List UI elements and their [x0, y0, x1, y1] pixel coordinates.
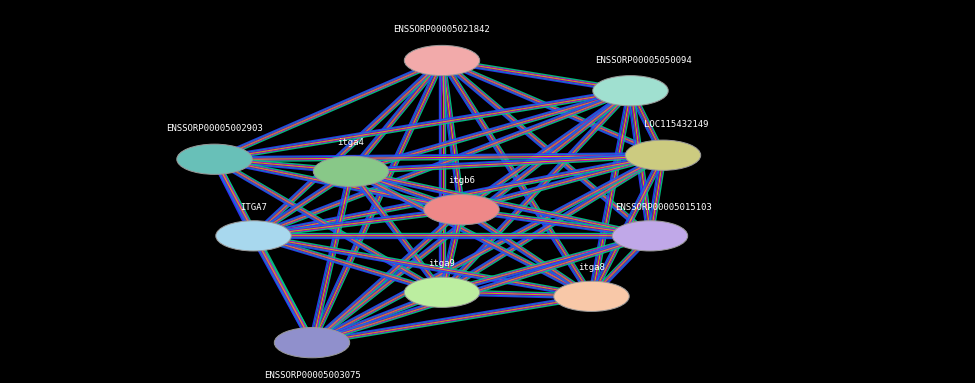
Ellipse shape — [405, 45, 480, 75]
Text: LOC115432149: LOC115432149 — [644, 120, 708, 129]
Ellipse shape — [625, 140, 701, 170]
Text: ENSSORP00005050094: ENSSORP00005050094 — [595, 56, 692, 64]
Text: ENSSORP00005015103: ENSSORP00005015103 — [614, 203, 712, 212]
Ellipse shape — [612, 221, 687, 251]
Ellipse shape — [424, 195, 499, 225]
Ellipse shape — [593, 75, 668, 106]
Ellipse shape — [405, 277, 480, 308]
Text: itgb6: itgb6 — [448, 177, 475, 185]
Text: ITGA7: ITGA7 — [240, 203, 267, 212]
Text: ENSSORP00005021842: ENSSORP00005021842 — [394, 25, 490, 34]
Text: itga8: itga8 — [578, 263, 604, 272]
Ellipse shape — [274, 327, 350, 358]
Ellipse shape — [554, 281, 629, 311]
Ellipse shape — [176, 144, 253, 174]
Text: itga4: itga4 — [337, 138, 365, 147]
Ellipse shape — [313, 156, 389, 187]
Ellipse shape — [215, 221, 292, 251]
Text: itga9: itga9 — [429, 259, 455, 268]
Text: ENSSORP00005003075: ENSSORP00005003075 — [263, 371, 361, 380]
Text: ENSSORP00005002903: ENSSORP00005002903 — [166, 124, 263, 133]
